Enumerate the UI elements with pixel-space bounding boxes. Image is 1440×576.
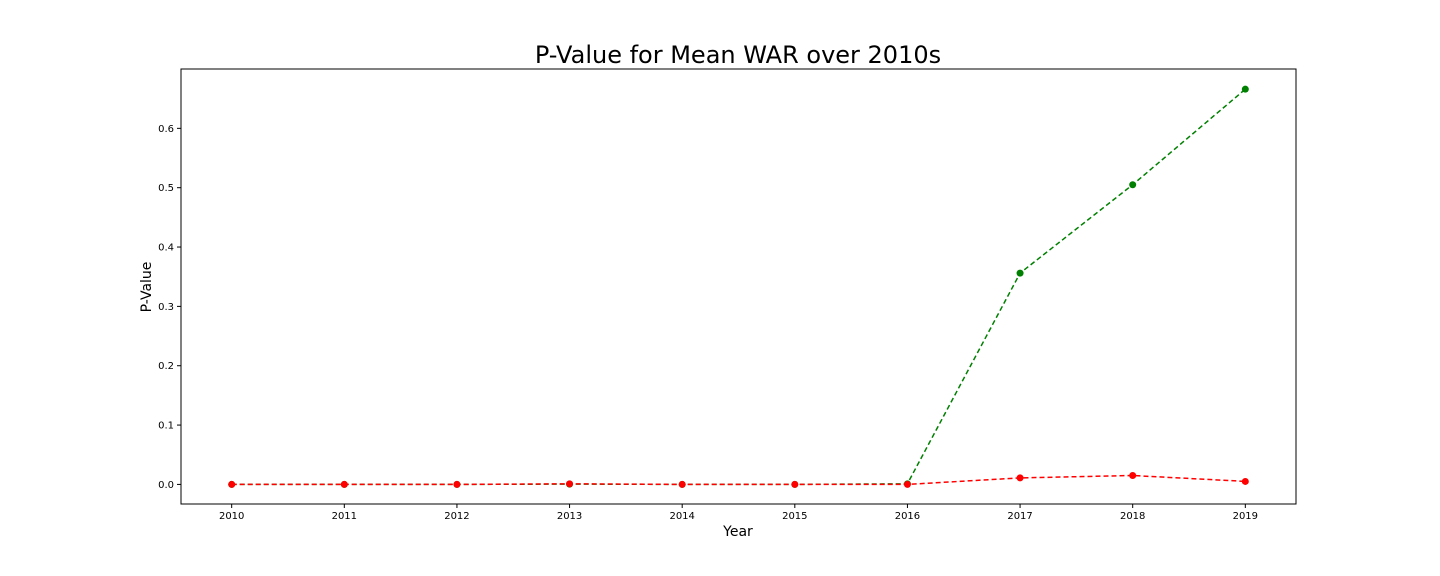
x-tick-label: 2019 xyxy=(1233,511,1258,522)
y-axis-label: P-Value xyxy=(139,262,155,313)
series-1-point xyxy=(1241,85,1249,93)
x-tick-label: 2018 xyxy=(1120,511,1145,522)
y-tick-label: 0.2 xyxy=(158,361,174,372)
x-tick-label: 2012 xyxy=(444,511,469,522)
series-2-point xyxy=(566,480,574,488)
x-tick-label: 2010 xyxy=(219,511,244,522)
y-tick-label: 0.3 xyxy=(158,302,174,313)
series-1-point xyxy=(1016,269,1024,277)
x-tick-label: 2015 xyxy=(782,511,807,522)
series-2-point xyxy=(1129,472,1137,480)
series-2-point xyxy=(228,480,236,488)
series-2-point xyxy=(791,480,799,488)
plot-frame xyxy=(180,68,1297,505)
x-tick-label: 2011 xyxy=(332,511,357,522)
y-tick-label: 0.5 xyxy=(158,183,174,194)
series-2-point xyxy=(1241,477,1249,485)
y-tick-label: 0.4 xyxy=(158,243,174,254)
y-tick-label: 0.1 xyxy=(158,421,174,432)
x-axis-label: Year xyxy=(722,524,753,540)
series-2-point xyxy=(340,480,348,488)
x-tick-label: 2016 xyxy=(895,511,920,522)
x-tick-label: 2013 xyxy=(557,511,582,522)
series-2-point xyxy=(453,480,461,488)
series-2-line xyxy=(231,474,1246,486)
series-2-point xyxy=(678,480,686,488)
y-tick-label: 0.6 xyxy=(158,124,174,135)
chart-title: P-Value for Mean WAR over 2010s xyxy=(535,41,941,69)
series-1-point xyxy=(1129,181,1137,189)
series-2-point xyxy=(1016,474,1024,482)
series-1-line xyxy=(231,88,1246,486)
x-tick-label: 2014 xyxy=(669,511,694,522)
x-tick-label: 2017 xyxy=(1007,511,1032,522)
series-2-point xyxy=(903,480,911,488)
y-tick-label: 0.0 xyxy=(158,480,174,491)
